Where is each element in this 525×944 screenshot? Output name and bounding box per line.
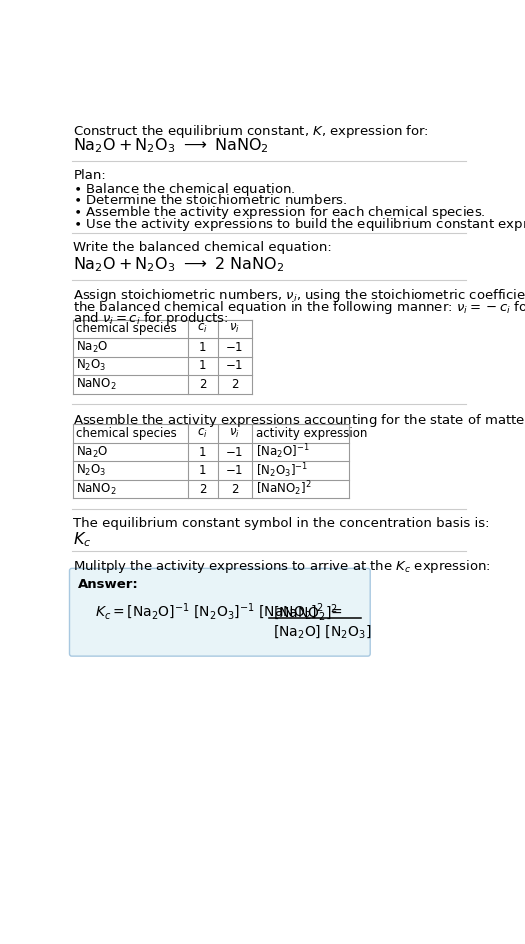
Text: Construct the equilibrium constant, $K$, expression for:: Construct the equilibrium constant, $K$,…: [74, 123, 429, 140]
Text: $-1$: $-1$: [225, 360, 244, 372]
Text: $\bullet$ Determine the stoichiometric numbers.: $\bullet$ Determine the stoichiometric n…: [74, 193, 348, 207]
Text: $[\mathrm{NaNO_2}]^2$: $[\mathrm{NaNO_2}]^2$: [272, 603, 338, 623]
Text: $\mathrm{Na_2O}$: $\mathrm{Na_2O}$: [77, 340, 109, 355]
Text: $\mathrm{Na_2O + N_2O_3 \ {\longrightarrow} \ NaNO_2}$: $\mathrm{Na_2O + N_2O_3 \ {\longrightarr…: [74, 136, 269, 155]
Text: 1: 1: [199, 341, 206, 354]
Text: $\nu_i$: $\nu_i$: [229, 427, 240, 440]
Text: $\mathrm{N_2O_3}$: $\mathrm{N_2O_3}$: [77, 359, 107, 374]
Text: Assemble the activity expressions accounting for the state of matter and $\nu_i$: Assemble the activity expressions accoun…: [74, 412, 525, 429]
Text: $[\mathrm{Na_2O}]^{-1}$: $[\mathrm{Na_2O}]^{-1}$: [256, 443, 310, 462]
Text: $-1$: $-1$: [225, 341, 244, 354]
Text: $[\mathrm{NaNO_2}]^{2}$: $[\mathrm{NaNO_2}]^{2}$: [256, 480, 312, 498]
Text: Mulitply the activity expressions to arrive at the $K_c$ expression:: Mulitply the activity expressions to arr…: [74, 558, 491, 575]
Text: chemical species: chemical species: [77, 323, 177, 335]
Text: $\bullet$ Balance the chemical equation.: $\bullet$ Balance the chemical equation.: [74, 181, 296, 198]
Text: $-1$: $-1$: [225, 446, 244, 459]
Text: and $\nu_i = c_i$ for products:: and $\nu_i = c_i$ for products:: [74, 311, 229, 328]
Text: $K_c$: $K_c$: [74, 531, 92, 549]
Text: 1: 1: [199, 464, 206, 477]
Text: $\bullet$ Assemble the activity expression for each chemical species.: $\bullet$ Assemble the activity expressi…: [74, 204, 486, 221]
Text: $\mathrm{N_2O_3}$: $\mathrm{N_2O_3}$: [77, 463, 107, 478]
Text: $\mathrm{Na_2O}$: $\mathrm{Na_2O}$: [77, 445, 109, 460]
Text: Answer:: Answer:: [78, 579, 139, 591]
Text: $[\mathrm{N_2O_3}]^{-1}$: $[\mathrm{N_2O_3}]^{-1}$: [256, 462, 308, 480]
Text: Write the balanced chemical equation:: Write the balanced chemical equation:: [74, 241, 332, 254]
Text: 2: 2: [231, 378, 238, 391]
Text: 1: 1: [199, 446, 206, 459]
Text: the balanced chemical equation in the following manner: $\nu_i = -c_i$ for react: the balanced chemical equation in the fo…: [74, 299, 525, 316]
Text: 2: 2: [199, 378, 206, 391]
Text: $\mathrm{Na_2O + N_2O_3 \ {\longrightarrow} \ 2\ NaNO_2}$: $\mathrm{Na_2O + N_2O_3 \ {\longrightarr…: [74, 255, 285, 274]
Text: activity expression: activity expression: [256, 427, 368, 440]
Text: 2: 2: [199, 482, 206, 496]
Text: $\mathrm{NaNO_2}$: $\mathrm{NaNO_2}$: [77, 377, 117, 392]
Text: $c_i$: $c_i$: [197, 322, 208, 335]
Text: The equilibrium constant symbol in the concentration basis is:: The equilibrium constant symbol in the c…: [74, 516, 490, 530]
Text: $[\mathrm{Na_2O}]\ [\mathrm{N_2O_3}]$: $[\mathrm{Na_2O}]\ [\mathrm{N_2O_3}]$: [272, 623, 371, 640]
Text: Assign stoichiometric numbers, $\nu_i$, using the stoichiometric coefficients, $: Assign stoichiometric numbers, $\nu_i$, …: [74, 287, 525, 304]
Text: $K_c = [\mathrm{Na_2O}]^{-1}\ [\mathrm{N_2O_3}]^{-1}\ [\mathrm{NaNO_2}]^{2}\ =$: $K_c = [\mathrm{Na_2O}]^{-1}\ [\mathrm{N…: [95, 601, 342, 622]
Text: $\bullet$ Use the activity expressions to build the equilibrium constant express: $\bullet$ Use the activity expressions t…: [74, 215, 525, 232]
Text: 1: 1: [199, 360, 206, 372]
Text: $\mathrm{NaNO_2}$: $\mathrm{NaNO_2}$: [77, 481, 117, 497]
Text: chemical species: chemical species: [77, 427, 177, 440]
Text: $\nu_i$: $\nu_i$: [229, 322, 240, 335]
Text: Plan:: Plan:: [74, 169, 106, 181]
FancyBboxPatch shape: [69, 568, 370, 656]
Text: $c_i$: $c_i$: [197, 427, 208, 440]
Text: $-1$: $-1$: [225, 464, 244, 477]
Text: 2: 2: [231, 482, 238, 496]
